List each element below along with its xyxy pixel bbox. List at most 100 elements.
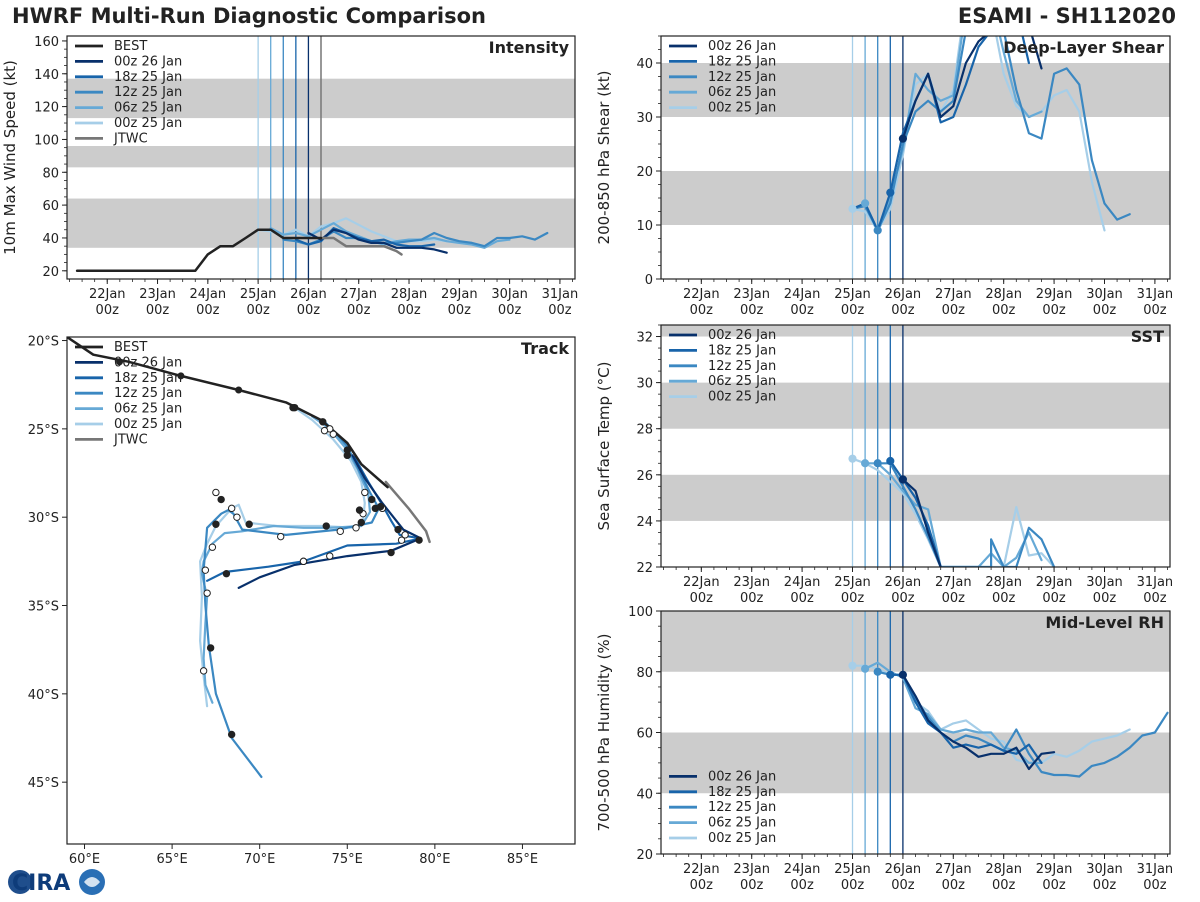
x-tick-label: 25Jan: [834, 862, 871, 877]
series-line: [901, 478, 942, 567]
plot-area-rh: [661, 611, 1170, 854]
data-marker: [394, 525, 402, 534]
panel-shear: 01020304022Jan00z23Jan00z24Jan00z25Jan00…: [595, 35, 1173, 318]
x-tick-label: 26Jan: [885, 575, 922, 590]
series-line: [851, 36, 1031, 232]
x-tick-label-hour: 00z: [498, 303, 522, 318]
legend-label: 06z 25 Jan: [114, 101, 182, 116]
x-tick-label: 24Jan: [784, 862, 821, 877]
y-axis-label: Sea Surface Temp (°C): [595, 361, 613, 530]
data-marker: [299, 557, 308, 566]
legend-label: 00z 25 Jan: [114, 116, 182, 131]
y-tick-label: 20: [636, 165, 653, 180]
data-marker: [886, 670, 895, 679]
x-tick-label: 31Jan: [1137, 575, 1174, 590]
data-marker: [326, 552, 334, 560]
y-tick-label: 40: [636, 787, 653, 802]
series-line: [851, 36, 1131, 232]
x-tick-label: 26Jan: [885, 862, 922, 877]
x-tick-label: 30Jan: [1086, 287, 1123, 302]
data-marker: [886, 456, 895, 466]
y-tick-label: 80: [636, 666, 653, 681]
legend-label: BEST: [114, 39, 147, 54]
legend-label: 00z 26 Jan: [114, 355, 182, 370]
series-line: [307, 228, 448, 254]
panel-title: Intensity: [489, 38, 570, 57]
legend-label: 18z 25 Jan: [708, 785, 776, 800]
legend-label: 12z 25 Jan: [708, 359, 776, 374]
data-marker: [227, 730, 236, 739]
panel-title: SST: [1131, 327, 1164, 346]
x-tick-label: 31Jan: [542, 287, 579, 302]
y-tick-label: 100: [34, 133, 59, 148]
y-tick-label: 32: [636, 331, 653, 346]
data-marker: [217, 495, 225, 504]
band: [661, 611, 1170, 672]
x-tick-label: 29Jan: [1036, 575, 1073, 590]
y-tick-label: 26: [636, 469, 653, 484]
y-tick-label: 100: [628, 605, 653, 620]
legend-label: 00z 26 Jan: [708, 769, 776, 784]
legend-label: JTWC: [113, 131, 148, 146]
y-tick-label: 60: [636, 727, 653, 742]
y-tick-label: 140: [34, 68, 59, 83]
x-tick-label: 28Jan: [985, 575, 1022, 590]
x-tick-label-hour: 00z: [690, 591, 714, 606]
best-line: [75, 228, 323, 273]
data-marker: [336, 527, 344, 536]
legend-label: 00z 25 Jan: [708, 831, 776, 846]
legend-label: 12z 25 Jan: [708, 70, 776, 85]
best-marker: [177, 372, 185, 380]
x-tick-label: 29Jan: [1036, 862, 1073, 877]
y-axis-label: 200-850 hPa Shear (kt): [595, 71, 613, 245]
data-marker: [289, 403, 297, 412]
x-tick-label: 80°E: [419, 852, 450, 867]
series-line: [889, 459, 942, 567]
x-tick-label-hour: 00z: [942, 878, 966, 893]
storm-id: ESAMI - SH112020: [957, 4, 1176, 28]
x-tick-label: 27Jan: [340, 287, 377, 302]
x-tick-label-hour: 00z: [790, 591, 814, 606]
x-tick-label: 22Jan: [683, 575, 720, 590]
data-marker: [848, 204, 857, 213]
legend-label: 00z 25 Jan: [114, 417, 182, 432]
series-line: [200, 415, 372, 704]
data-marker: [861, 664, 870, 673]
x-tick-label: 23Jan: [733, 862, 770, 877]
series-line: [863, 462, 1043, 567]
x-tick-label: 22Jan: [683, 862, 720, 877]
y-tick-label: 80: [42, 166, 59, 181]
y-tick-label: 25°S: [28, 423, 59, 438]
x-tick-label: 85°E: [507, 852, 538, 867]
jtwc-line: [384, 480, 431, 544]
x-tick-label-hour: 00z: [992, 878, 1016, 893]
x-tick-label-hour: 00z: [740, 591, 764, 606]
x-tick-label: 24Jan: [784, 287, 821, 302]
data-marker: [352, 524, 360, 532]
panel-rh: 2040608010022Jan00z23Jan00z24Jan00z25Jan…: [595, 605, 1173, 893]
data-marker: [201, 566, 210, 574]
legend-label: 12z 25 Jan: [708, 800, 776, 815]
data-marker: [415, 536, 423, 544]
data-marker: [206, 644, 215, 652]
data-marker: [886, 188, 895, 197]
legend-label: BEST: [114, 340, 147, 355]
x-tick-label-hour: 00z: [1042, 878, 1066, 893]
x-tick-label: 28Jan: [985, 862, 1022, 877]
x-tick-label-hour: 00z: [146, 303, 170, 318]
y-tick-label: 40: [42, 232, 59, 247]
data-marker: [233, 513, 241, 521]
x-tick-label: 24Jan: [784, 575, 821, 590]
x-tick-label: 26Jan: [885, 287, 922, 302]
legend-label: 00z 26 Jan: [114, 54, 182, 69]
data-marker: [848, 661, 857, 670]
x-tick-label: 65°E: [156, 852, 187, 867]
x-tick-label: 23Jan: [733, 575, 770, 590]
series-line: [876, 462, 1056, 567]
x-tick-label: 24Jan: [190, 287, 227, 302]
x-tick-label-hour: 00z: [891, 303, 915, 318]
data-marker: [898, 134, 908, 143]
panel-intensity: 2040608010012014016022Jan00z23Jan00z24Ja…: [1, 35, 578, 318]
best-marker: [116, 358, 124, 366]
